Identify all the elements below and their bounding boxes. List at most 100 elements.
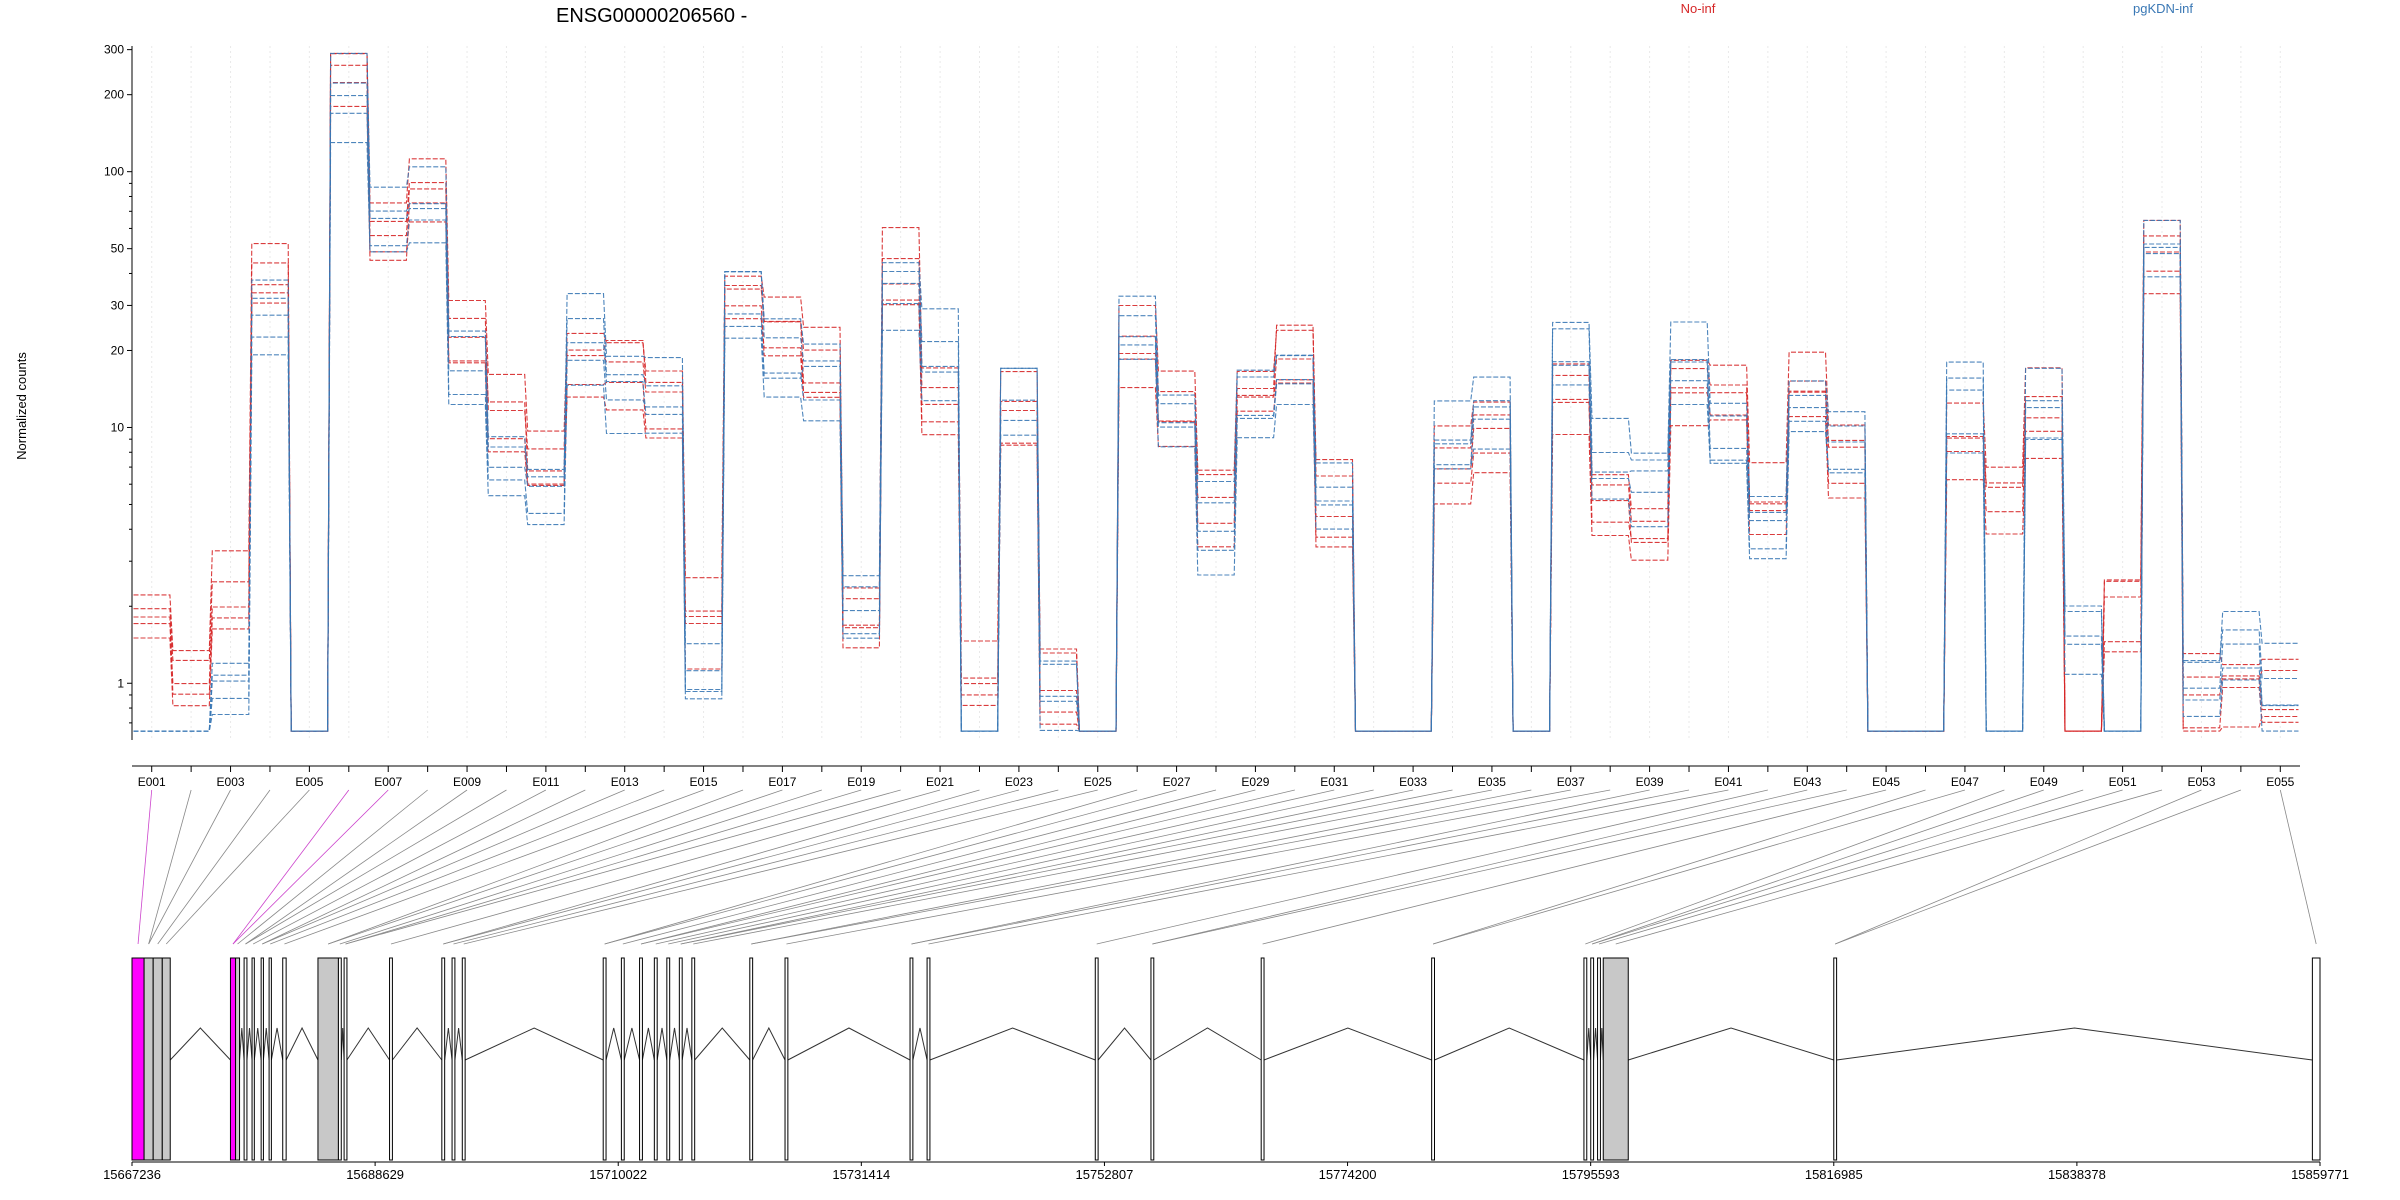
x-tick-label: E007 [374, 775, 402, 789]
exon-connector [1592, 789, 2084, 945]
exon-box [926, 957, 931, 1161]
exon-box [152, 957, 163, 1161]
exon-connector [443, 789, 1020, 945]
exon-box [343, 957, 348, 1161]
exon-connector [2279, 789, 2317, 945]
y-tick-label: 300 [104, 43, 124, 57]
exon-box [653, 957, 658, 1161]
exon-connector [751, 789, 1532, 945]
intron-line [1836, 1027, 2313, 1061]
exon-connector [463, 789, 1098, 945]
x-tick-label: E033 [1399, 775, 1427, 789]
x-tick-label: E019 [847, 775, 875, 789]
exon-box [1431, 957, 1435, 1161]
exon-box [1833, 957, 1838, 1161]
exon-box [451, 957, 456, 1161]
chart-title: ENSG00000206560 - [556, 5, 747, 27]
series-line-pgkdn-inf-rep2 [133, 112, 2299, 732]
x-tick-label: E015 [690, 775, 718, 789]
exon-connector [1152, 789, 1808, 945]
intron-line [623, 1027, 641, 1061]
exon-box [131, 957, 145, 1161]
exon-connector [911, 789, 1690, 945]
exon-connector [1432, 789, 1966, 945]
intron-line [454, 1027, 463, 1061]
series-line-pgkdn-inf-rep5 [133, 52, 2299, 732]
exon-connector [284, 789, 704, 945]
x-tick-label: E001 [138, 775, 166, 789]
genomic-tick-label: 15774200 [1319, 1167, 1377, 1182]
exon-box [461, 957, 466, 1161]
x-tick-label: E041 [1714, 775, 1742, 789]
exon-connector [1592, 789, 2044, 945]
exon-connector [339, 789, 822, 945]
x-tick-label: E051 [2109, 775, 2137, 789]
exon-box [235, 957, 241, 1161]
y-tick-label: 1 [117, 676, 124, 690]
x-tick-label: E027 [1163, 775, 1191, 789]
exon-box [909, 957, 914, 1161]
exon-connector [270, 789, 665, 945]
exon-box [268, 957, 272, 1161]
intron-line [681, 1027, 693, 1061]
exon-connector [1152, 789, 1847, 945]
exon-connector [390, 789, 941, 945]
exon-connector [232, 789, 389, 945]
genomic-tick-label: 15667236 [103, 1167, 161, 1182]
intron-line [641, 1027, 655, 1061]
exon-connector [137, 789, 153, 945]
exon-connector [453, 789, 1059, 945]
x-tick-label: E035 [1478, 775, 1506, 789]
exon-connector [237, 789, 428, 945]
exon-connector [693, 789, 1493, 945]
exon-connector [345, 789, 862, 945]
exon-box [749, 957, 754, 1161]
x-tick-label: E025 [1084, 775, 1112, 789]
exon-connector [622, 789, 1217, 945]
exon-connector [262, 789, 625, 945]
exon-connector [1432, 789, 1926, 945]
exon-box [678, 957, 683, 1161]
x-tick-label: E023 [1005, 775, 1033, 789]
intron-line [253, 1027, 262, 1061]
exon-box [337, 957, 342, 1161]
exon-connector [604, 789, 1177, 945]
exon-box [620, 957, 625, 1161]
genomic-tick-label: 15816985 [1805, 1167, 1863, 1182]
exon-box [666, 957, 671, 1161]
genomic-tick-label: 15731414 [832, 1167, 890, 1182]
genomic-tick-label: 15795593 [1562, 1167, 1620, 1182]
exon-box [161, 957, 171, 1161]
exon-box [1260, 957, 1265, 1161]
exon-box [1602, 957, 1629, 1161]
gene-model: 15667236 15688629 15710022 15731414 15752807… [103, 957, 2349, 1182]
exon-connector [245, 789, 507, 945]
exon-connector [928, 789, 1729, 945]
exon-connector [1262, 789, 1887, 945]
exon-box [784, 957, 789, 1161]
y-tick-label: 30 [111, 298, 125, 312]
genomic-tick-label: 15752807 [1076, 1167, 1134, 1182]
exon-connector [680, 789, 1414, 945]
x-tick-label: E047 [1951, 775, 1979, 789]
intron-line [239, 1027, 245, 1061]
intron-line [464, 1027, 604, 1061]
exon-connector [640, 789, 1256, 945]
exon-box [1583, 957, 1588, 1161]
y-tick-label: 20 [111, 343, 125, 357]
exon-connector [1585, 789, 2005, 945]
intron-line [605, 1027, 622, 1061]
exon-box [602, 957, 607, 1161]
exon-connector [1835, 789, 2242, 945]
exon-connector [345, 789, 901, 945]
series-line-pgkdn-inf-rep3 [133, 95, 2299, 732]
y-axis-label: Normalized counts [14, 352, 29, 460]
intron-line [246, 1027, 253, 1061]
x-tick-label: E017 [768, 775, 796, 789]
exon-box [317, 957, 339, 1161]
intron-line [1586, 1027, 1592, 1061]
genomic-tick-label: 15710022 [589, 1167, 647, 1182]
exon-box [1597, 957, 1601, 1161]
intron-line [1628, 1027, 1834, 1061]
